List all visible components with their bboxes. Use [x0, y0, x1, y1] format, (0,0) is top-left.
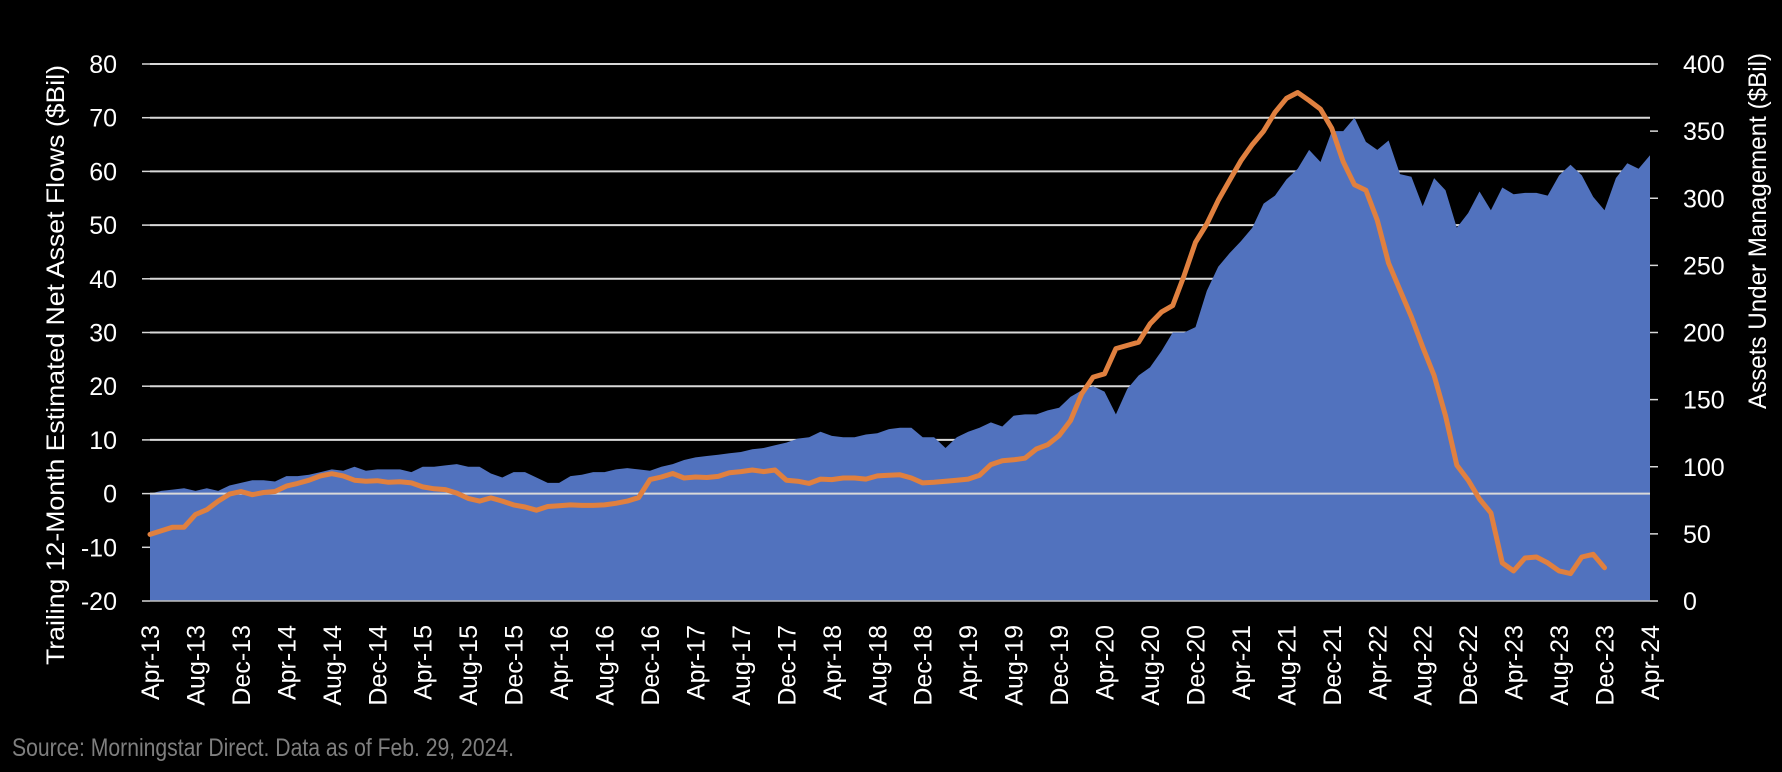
right-tick-label: 50	[1683, 521, 1711, 549]
x-tick-label: Apr-24	[1637, 625, 1665, 700]
x-tick-label: Apr-21	[1228, 625, 1256, 700]
x-tick-label: Dec-18	[910, 625, 938, 706]
right-tick-label: 400	[1683, 51, 1725, 79]
x-tick-label: Aug-13	[182, 625, 210, 706]
right-tick-label: 350	[1683, 118, 1725, 146]
x-tick-label: Aug-21	[1273, 625, 1301, 706]
right-tick-label: 200	[1683, 320, 1725, 348]
x-tick-label: Aug-22	[1410, 625, 1438, 706]
x-tick-label: Apr-23	[1501, 625, 1529, 700]
x-tick-label: Aug-15	[455, 625, 483, 706]
left-tick-label: 30	[89, 320, 117, 348]
x-tick-label: Dec-15	[501, 625, 529, 706]
flows-line-layer	[147, 90, 1607, 577]
x-tick-label: Dec-23	[1592, 625, 1620, 706]
left-axis-ticks: 80 70 60 50 40 30 20 10 0 -10 -20	[81, 51, 150, 616]
flows-line	[147, 90, 1607, 577]
right-tick-label: 100	[1683, 454, 1725, 482]
gridlines	[150, 63, 1650, 441]
x-tick-label: Dec-22	[1455, 625, 1483, 706]
x-tick-label: Aug-18	[864, 625, 892, 706]
x-tick-label: Aug-14	[319, 625, 347, 706]
left-tick-label: 50	[89, 212, 117, 240]
left-tick-label: 60	[89, 158, 117, 186]
x-tick-label: Apr-13	[137, 625, 165, 700]
x-tick-label: Aug-20	[1137, 625, 1165, 706]
left-tick-label: -10	[81, 534, 117, 562]
x-tick-label: Dec-14	[364, 625, 392, 706]
x-tick-label: Dec-21	[1319, 625, 1347, 706]
x-tick-label: Apr-18	[819, 625, 847, 700]
x-tick-label: Apr-14	[273, 625, 301, 700]
right-tick-label: 0	[1683, 588, 1697, 616]
right-tick-label: 300	[1683, 185, 1725, 213]
x-axis-ticks: Apr-13 Aug-13 Dec-13 Apr-14 Aug-14 Dec-14 Apr-…	[137, 625, 1665, 706]
x-tick-label: Aug-19	[1001, 625, 1029, 706]
x-tick-label: Dec-20	[1182, 625, 1210, 706]
right-axis-title: Assets Under Management ($Bil)	[1744, 53, 1772, 409]
aum-area-layer	[150, 117, 1650, 601]
x-tick-label: Apr-22	[1364, 625, 1392, 700]
x-tick-label: Aug-23	[1546, 625, 1574, 706]
left-tick-label: 80	[89, 51, 117, 79]
left-axis-title: Trailing 12-Month Estimated Net Asset Fl…	[42, 65, 70, 665]
right-tick-label: 250	[1683, 252, 1725, 280]
x-tick-label: Aug-16	[592, 625, 620, 706]
left-tick-label: 0	[103, 481, 117, 509]
x-tick-label: Apr-15	[410, 625, 438, 700]
left-tick-label: -20	[81, 588, 117, 616]
x-tick-label: Dec-17	[773, 625, 801, 706]
left-tick-label: 40	[89, 266, 117, 294]
zero-axis-layer	[150, 492, 1650, 602]
x-tick-label: Dec-13	[228, 625, 256, 706]
aum-area	[150, 117, 1650, 601]
source-note: Source: Morningstar Direct. Data as of F…	[12, 734, 514, 762]
x-tick-label: Dec-19	[1046, 625, 1074, 706]
x-tick-label: Dec-16	[637, 625, 665, 706]
left-tick-label: 20	[89, 373, 117, 401]
right-axis-ticks: 400 350 300 250 200 150 100 50 0	[1650, 51, 1725, 616]
x-tick-label: Apr-17	[682, 625, 710, 700]
x-tick-label: Aug-17	[728, 625, 756, 706]
x-tick-label: Apr-16	[546, 625, 574, 700]
x-tick-label: Apr-20	[1092, 625, 1120, 700]
x-tick-label: Apr-19	[955, 625, 983, 700]
right-tick-label: 150	[1683, 387, 1725, 415]
left-tick-label: 10	[89, 427, 117, 455]
left-tick-label: 70	[89, 105, 117, 133]
